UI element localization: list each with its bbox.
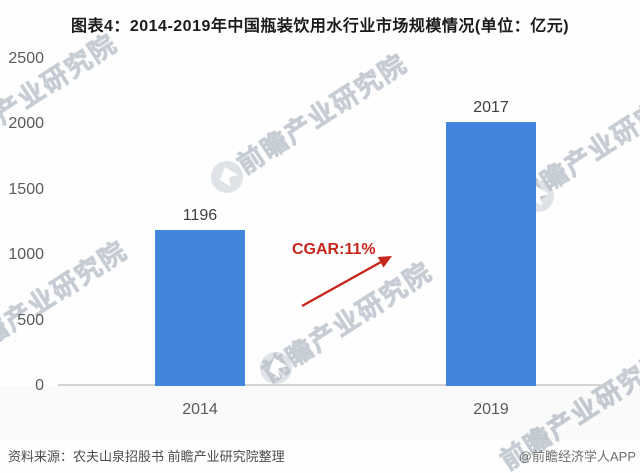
bar-value-label: 2017	[473, 99, 509, 117]
bar-value-label: 1196	[182, 206, 218, 224]
y-axis-tick-label: 1000	[8, 246, 44, 264]
footer-credit: @前瞻经济学人APP	[518, 449, 636, 464]
growth-arrow-icon	[301, 256, 392, 308]
y-axis-tick-label: 1500	[8, 180, 44, 198]
cgar-annotation: CGAR:11%	[292, 241, 376, 258]
chart-title: 图表4：2014-2019年中国瓶装饮用水行业市场规模情况(单位：亿元)	[70, 18, 570, 35]
x-axis-category-label: 2019	[473, 401, 509, 418]
bar-2014	[155, 229, 245, 386]
y-axis-tick-label: 0	[35, 377, 44, 394]
x-axis-line	[58, 384, 602, 386]
y-axis-tick-label: 2000	[8, 115, 44, 133]
bar-2019	[446, 122, 536, 386]
footer-source: 资料来源：农夫山泉招股书 前瞻产业研究院整理	[8, 449, 285, 464]
axis-lower-band	[0, 386, 640, 440]
x-axis-category-label: 2014	[182, 401, 218, 418]
y-axis-tick-label: 2500	[8, 50, 44, 67]
y-axis-tick-label: 500	[17, 311, 44, 329]
